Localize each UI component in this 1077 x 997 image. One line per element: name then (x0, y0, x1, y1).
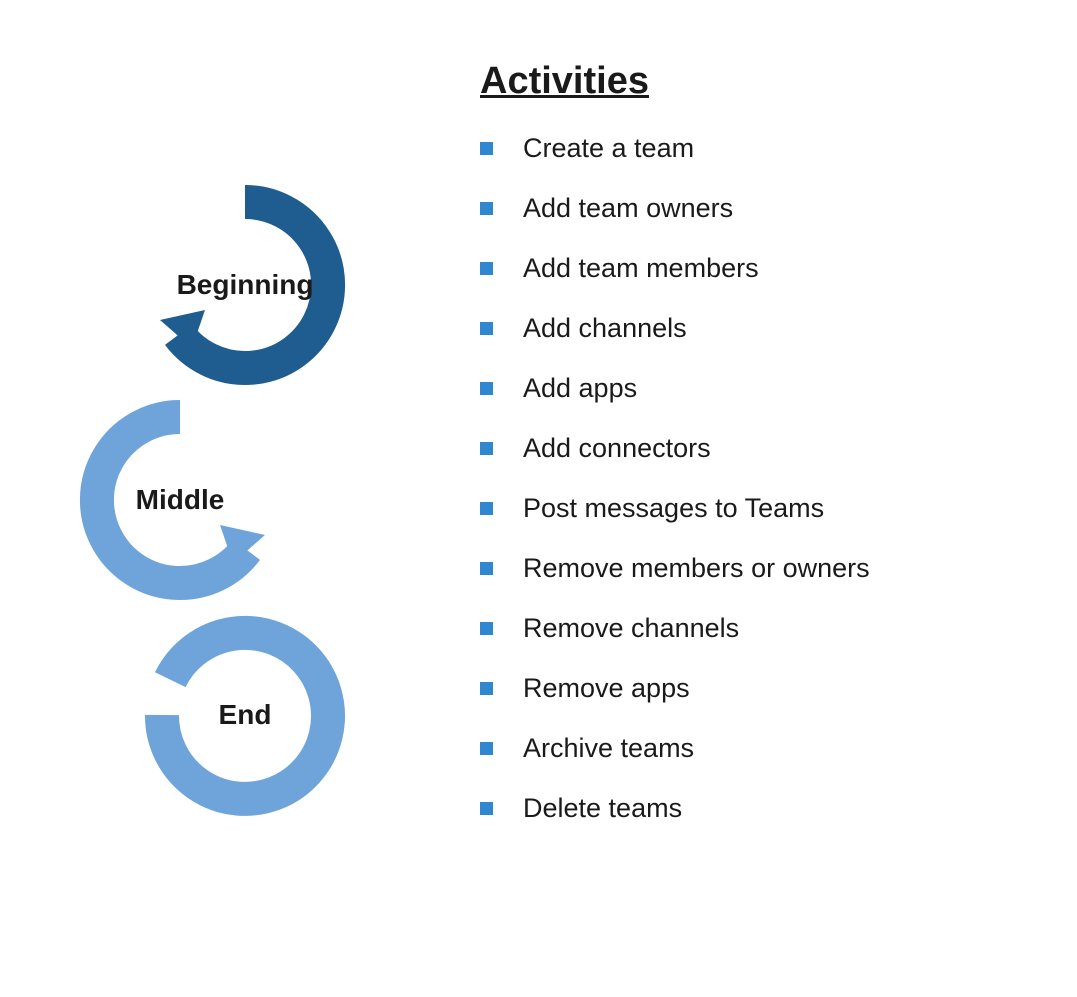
list-item-label: Add connectors (523, 433, 711, 464)
list-item: Delete teams (480, 793, 1077, 824)
list-item-label: Add team members (523, 253, 759, 284)
list-item: Post messages to Teams (480, 493, 1077, 524)
bullet-icon (480, 802, 493, 815)
bullet-icon (480, 442, 493, 455)
bullet-icon (480, 142, 493, 155)
list-item: Remove members or owners (480, 553, 1077, 584)
circle-end: End (130, 600, 360, 830)
bullet-icon (480, 622, 493, 635)
circle-beginning-label: Beginning (130, 269, 360, 301)
bullet-icon (480, 742, 493, 755)
list-item-label: Remove members or owners (523, 553, 870, 584)
list-item-label: Remove channels (523, 613, 739, 644)
list-item: Add connectors (480, 433, 1077, 464)
bullet-icon (480, 322, 493, 335)
list-item-label: Add channels (523, 313, 687, 344)
circle-beginning: Beginning (130, 170, 360, 400)
list-item: Add channels (480, 313, 1077, 344)
list-item-label: Archive teams (523, 733, 694, 764)
list-item-label: Create a team (523, 133, 694, 164)
circle-end-label: End (130, 699, 360, 731)
list-item: Archive teams (480, 733, 1077, 764)
list-item-label: Add team owners (523, 193, 733, 224)
circle-middle: Middle (65, 385, 295, 615)
bullet-icon (480, 202, 493, 215)
bullet-icon (480, 682, 493, 695)
bullet-icon (480, 502, 493, 515)
list-item: Remove channels (480, 613, 1077, 644)
list-item: Add team owners (480, 193, 1077, 224)
activities-panel: Activities Create a team Add team owners… (460, 0, 1077, 997)
list-item: Add apps (480, 373, 1077, 404)
list-item-label: Delete teams (523, 793, 682, 824)
list-item-label: Post messages to Teams (523, 493, 824, 524)
list-item: Add team members (480, 253, 1077, 284)
diagram-panel: Beginning Middle End (0, 0, 460, 997)
activities-title: Activities (480, 60, 1077, 103)
list-item-label: Remove apps (523, 673, 690, 704)
bullet-icon (480, 562, 493, 575)
activities-list: Create a team Add team owners Add team m… (480, 133, 1077, 824)
bullet-icon (480, 262, 493, 275)
list-item: Remove apps (480, 673, 1077, 704)
list-item: Create a team (480, 133, 1077, 164)
circle-middle-label: Middle (65, 484, 295, 516)
list-item-label: Add apps (523, 373, 637, 404)
main-container: Beginning Middle End Activities Create a… (0, 0, 1077, 997)
bullet-icon (480, 382, 493, 395)
